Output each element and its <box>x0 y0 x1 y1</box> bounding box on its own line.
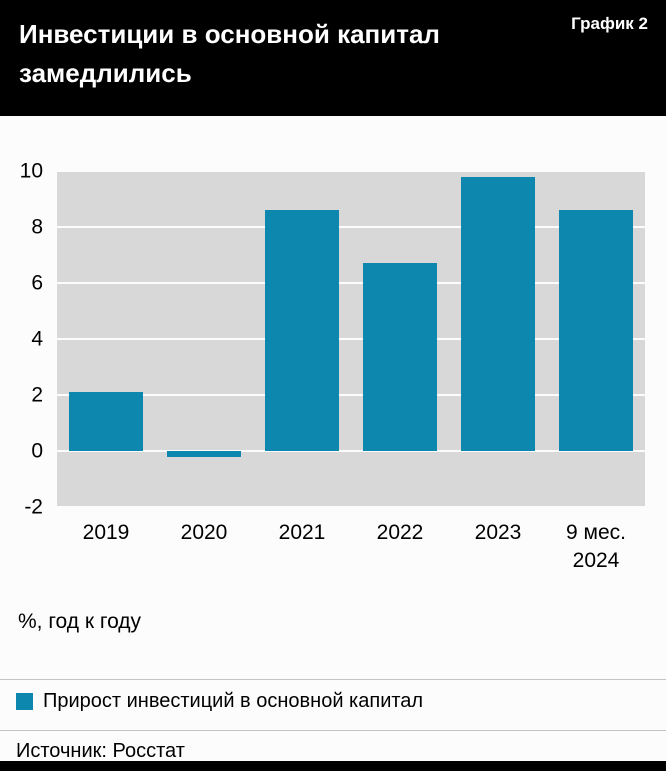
gridline-4 <box>57 338 645 340</box>
gridline-2 <box>57 394 645 396</box>
x-tick-label: 2020 <box>180 521 228 544</box>
chart-header-band: Инвестиции в основной капитал замедлилис… <box>0 0 666 116</box>
x-axis: 2019 2020 2021 2022 2023 9 мес. 2024 <box>57 519 645 575</box>
x-tick-label: 2019 <box>82 521 130 544</box>
x-tick-label: 9 мес. 2024 <box>566 521 626 572</box>
bar-2020 <box>167 451 241 457</box>
y-tick-label: 6 <box>31 271 43 295</box>
bar-2022 <box>363 263 437 451</box>
gridline--2 <box>57 506 645 507</box>
x-tick-label: 2023 <box>474 521 522 544</box>
bar-2019 <box>69 392 143 451</box>
y-tick-label: 10 <box>19 159 43 183</box>
y-tick-label: 0 <box>31 439 43 463</box>
gridline-10 <box>57 171 645 172</box>
bar-2023 <box>461 176 535 451</box>
y-axis: -2 0 2 4 6 8 10 <box>0 161 49 518</box>
units-label: %, год к году <box>18 610 142 633</box>
divider-above-legend <box>0 679 666 680</box>
x-tick-label: 2021 <box>278 521 326 544</box>
y-tick-label: -2 <box>24 495 43 519</box>
legend-label: Прирост инвестиций в основной капитал <box>43 690 424 712</box>
y-tick-label: 2 <box>31 383 43 407</box>
chart-title: Инвестиции в основной капитал замедлилис… <box>19 19 440 88</box>
gridline-0 <box>57 450 645 452</box>
bottom-black-band <box>0 761 666 771</box>
y-tick-label: 8 <box>31 215 43 239</box>
gridline-8 <box>57 226 645 228</box>
gridline-6 <box>57 282 645 284</box>
source-label: Источник: Росстат <box>16 740 185 762</box>
bar-2021 <box>265 210 339 451</box>
plot-area <box>57 171 645 507</box>
chart-number-label: График 2 <box>571 14 648 33</box>
divider-above-source <box>0 730 666 731</box>
bar-9-мес. <box>559 210 633 451</box>
legend-swatch-icon <box>16 693 33 710</box>
y-tick-label: 4 <box>31 327 43 351</box>
legend: Прирост инвестиций в основной капитал <box>16 690 423 713</box>
x-tick-label: 2022 <box>376 521 424 544</box>
